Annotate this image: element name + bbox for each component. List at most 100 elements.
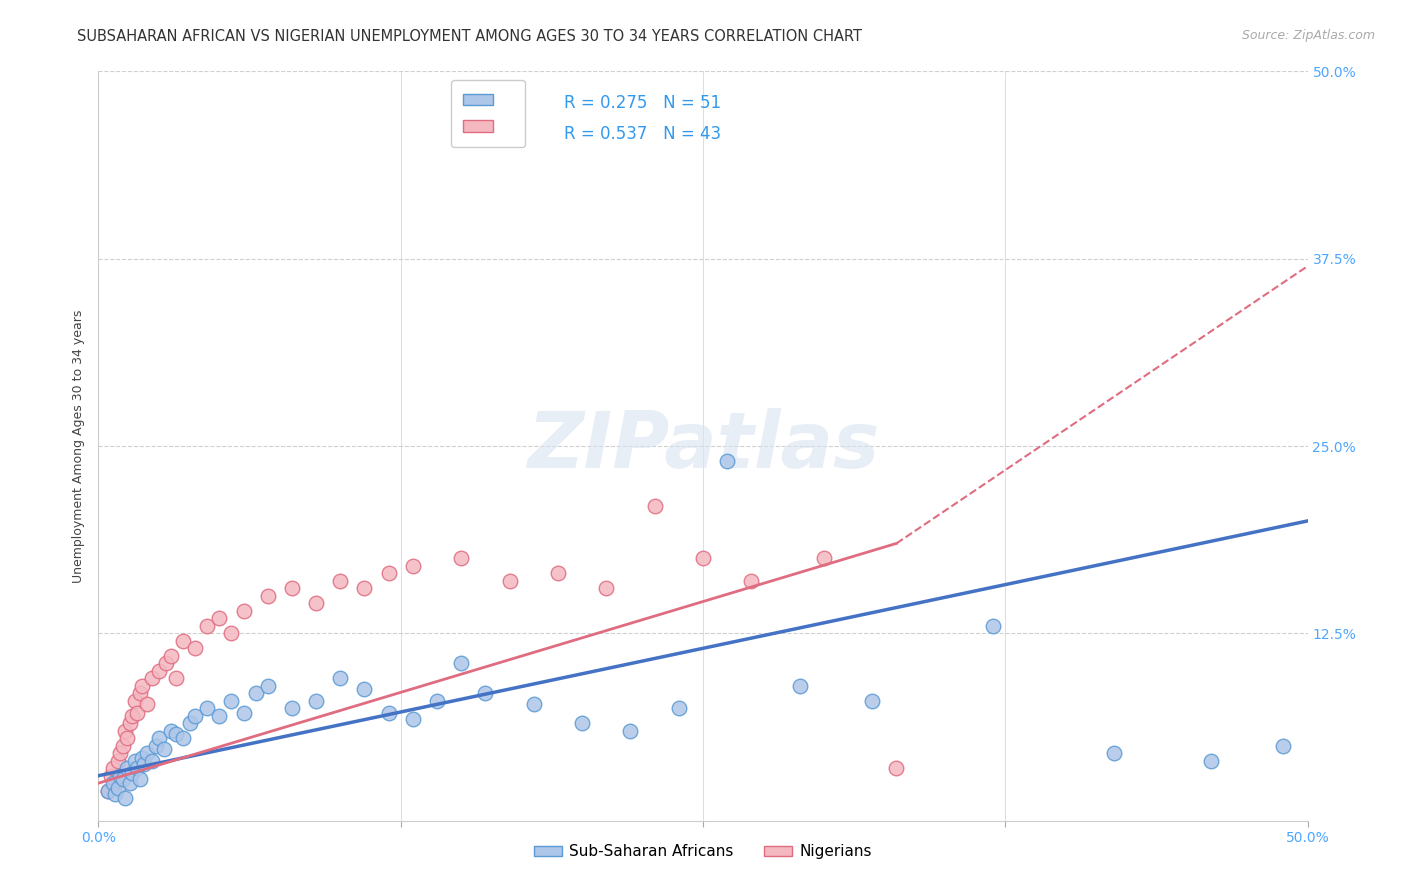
Point bbox=[668, 701, 690, 715]
Point bbox=[245, 686, 267, 700]
Text: R = 0.537   N = 43: R = 0.537 N = 43 bbox=[564, 125, 721, 144]
Point bbox=[256, 679, 278, 693]
Point bbox=[1272, 739, 1295, 753]
Point bbox=[148, 731, 170, 746]
Point bbox=[377, 706, 399, 720]
Point bbox=[141, 754, 163, 768]
Point bbox=[1102, 746, 1125, 760]
Point bbox=[523, 697, 546, 711]
Point bbox=[498, 574, 520, 588]
Point bbox=[121, 765, 143, 780]
Point bbox=[160, 648, 183, 663]
Point bbox=[172, 633, 194, 648]
Point bbox=[595, 582, 617, 596]
Point bbox=[450, 657, 472, 671]
Point bbox=[450, 551, 472, 566]
Point bbox=[128, 686, 150, 700]
Point bbox=[117, 731, 139, 746]
Point bbox=[107, 754, 129, 768]
Point bbox=[184, 708, 207, 723]
Point bbox=[127, 761, 149, 775]
Point bbox=[135, 746, 157, 760]
Point bbox=[97, 783, 120, 797]
Point bbox=[886, 761, 908, 775]
Point bbox=[232, 706, 254, 720]
Point bbox=[402, 558, 425, 573]
Point bbox=[184, 641, 207, 656]
Point bbox=[716, 454, 738, 468]
Point bbox=[692, 551, 714, 566]
Point bbox=[353, 582, 375, 596]
Point bbox=[131, 679, 153, 693]
Point bbox=[165, 727, 187, 741]
Point bbox=[104, 787, 127, 801]
Point bbox=[221, 694, 243, 708]
Point bbox=[108, 746, 131, 760]
Point bbox=[165, 671, 187, 685]
Point bbox=[474, 686, 496, 700]
Point bbox=[305, 596, 328, 610]
Legend: Sub-Saharan Africans, Nigerians: Sub-Saharan Africans, Nigerians bbox=[529, 838, 877, 865]
Point bbox=[981, 619, 1004, 633]
Point bbox=[97, 783, 120, 797]
Point bbox=[281, 582, 304, 596]
Point bbox=[148, 664, 170, 678]
Point bbox=[121, 708, 143, 723]
Point bbox=[100, 769, 122, 783]
Point bbox=[179, 716, 201, 731]
Point bbox=[195, 619, 218, 633]
Point bbox=[208, 708, 231, 723]
Point bbox=[221, 626, 243, 640]
Point bbox=[195, 701, 218, 715]
Point bbox=[160, 723, 183, 738]
Point bbox=[111, 739, 134, 753]
Point bbox=[101, 761, 124, 775]
Point bbox=[619, 723, 641, 738]
Point bbox=[232, 604, 254, 618]
Point bbox=[547, 566, 569, 581]
Point bbox=[571, 716, 593, 731]
Point bbox=[353, 681, 375, 696]
Point bbox=[145, 739, 167, 753]
Point bbox=[141, 671, 163, 685]
Point bbox=[101, 776, 124, 790]
Point bbox=[117, 761, 139, 775]
Point bbox=[860, 694, 883, 708]
Point bbox=[128, 772, 150, 786]
Point bbox=[114, 791, 136, 805]
Point bbox=[152, 741, 174, 756]
Point bbox=[402, 712, 425, 726]
Text: SUBSAHARAN AFRICAN VS NIGERIAN UNEMPLOYMENT AMONG AGES 30 TO 34 YEARS CORRELATIO: SUBSAHARAN AFRICAN VS NIGERIAN UNEMPLOYM… bbox=[77, 29, 862, 44]
Point bbox=[127, 706, 149, 720]
Text: ZIPatlas: ZIPatlas bbox=[527, 408, 879, 484]
Point bbox=[131, 750, 153, 764]
Point bbox=[208, 611, 231, 625]
Point bbox=[104, 776, 127, 790]
Point bbox=[377, 566, 399, 581]
Point bbox=[118, 716, 141, 731]
Point bbox=[256, 589, 278, 603]
Point bbox=[426, 694, 449, 708]
Point bbox=[813, 551, 835, 566]
Point bbox=[124, 694, 146, 708]
Point bbox=[329, 574, 352, 588]
Point bbox=[172, 731, 194, 746]
Point bbox=[740, 574, 762, 588]
Point bbox=[114, 723, 136, 738]
Point bbox=[135, 697, 157, 711]
Point bbox=[305, 694, 328, 708]
Point bbox=[108, 769, 131, 783]
Text: R = 0.275   N = 51: R = 0.275 N = 51 bbox=[564, 94, 721, 112]
Point bbox=[118, 776, 141, 790]
Point bbox=[111, 772, 134, 786]
Text: Source: ZipAtlas.com: Source: ZipAtlas.com bbox=[1241, 29, 1375, 42]
Point bbox=[1199, 754, 1222, 768]
Point bbox=[155, 657, 177, 671]
Point bbox=[644, 499, 666, 513]
Point bbox=[134, 756, 156, 771]
Point bbox=[789, 679, 811, 693]
Point bbox=[124, 754, 146, 768]
Point bbox=[281, 701, 304, 715]
Point bbox=[107, 780, 129, 795]
Point bbox=[329, 671, 352, 685]
